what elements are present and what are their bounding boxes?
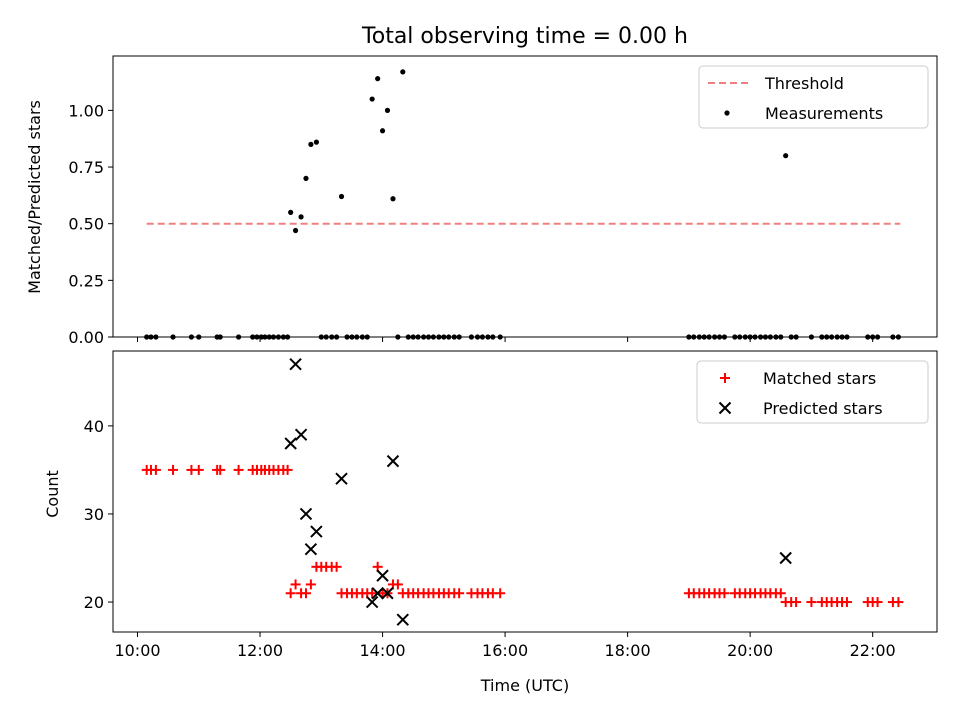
matched-star-point: [282, 464, 293, 475]
measurement-point: [390, 196, 396, 202]
x-tick-label: 18:00: [605, 641, 651, 660]
matched-star-point: [233, 464, 244, 475]
predicted-star-point: [386, 454, 400, 468]
x-axis-label: Time (UTC): [480, 676, 569, 695]
matched-star-point: [806, 597, 817, 608]
matched-star-point: [168, 464, 179, 475]
predicted-star-point: [396, 613, 409, 626]
predicted-star-point: [779, 551, 792, 565]
y-tick-label: 40: [84, 417, 104, 436]
matched-star-point: [775, 588, 786, 599]
matched-star-point: [300, 588, 311, 599]
measurement-point: [783, 153, 789, 159]
y-tick-label: 0.50: [68, 215, 104, 234]
matched-star-point: [193, 464, 204, 475]
legend-predicted-swatch: [718, 401, 732, 415]
axes-frame: [112, 350, 938, 633]
y-tick-label: 0.00: [68, 328, 104, 347]
legend-matched-swatch: [720, 373, 730, 383]
measurement-point: [375, 76, 381, 82]
y-tick-label: 30: [84, 505, 104, 524]
matched-star-point: [367, 588, 378, 599]
predicted-star-point: [289, 358, 302, 371]
matched-star-point: [331, 561, 342, 572]
matched-star-point: [719, 588, 730, 599]
x-tick-label: 14:00: [360, 641, 406, 660]
x-tick-label: 12:00: [237, 641, 283, 660]
x-tick-label: 16:00: [482, 641, 528, 660]
y-tick-label: 20: [84, 593, 104, 612]
predicted-star-point: [371, 587, 384, 600]
matched-star-point: [150, 464, 161, 475]
y-tick-label: 1.00: [68, 101, 104, 120]
predicted-star-point: [299, 507, 313, 521]
matched-star-point: [872, 597, 883, 608]
matched-star-point: [454, 588, 465, 599]
matched-star-point: [392, 579, 403, 590]
top-y-axis-label: Matched/Predicted stars: [25, 100, 44, 294]
measurement-point: [369, 96, 375, 102]
matched-star-point: [841, 597, 852, 608]
predicted-star-point: [310, 525, 323, 538]
matched-star-point: [285, 588, 296, 599]
legend-label: Predicted stars: [763, 399, 883, 418]
axes-frame: [112, 55, 938, 338]
legend-label: Measurements: [765, 104, 883, 123]
predicted-star-point: [376, 569, 389, 582]
y-tick-label: 0.75: [68, 158, 104, 177]
measurement-point: [313, 139, 319, 145]
measurement-point: [400, 69, 406, 75]
measurement-point: [303, 175, 309, 181]
predicted-star-point: [335, 472, 348, 485]
bottom-y-axis-label: Count: [43, 470, 62, 518]
measurement-point: [292, 227, 299, 234]
matched-star-point: [495, 588, 506, 599]
measurement-point: [298, 214, 304, 220]
legend-measurement-swatch: [724, 110, 730, 116]
legend-box: [698, 65, 929, 129]
measurement-point: [384, 107, 391, 113]
predicted-star-point: [381, 587, 394, 600]
bottom-panel: 10:00 12:00 14:00 16:00 18:00 20:00 22:00 20 30 4…: [84, 350, 938, 660]
x-tick-label: 20:00: [727, 641, 773, 660]
matched-star-point: [791, 597, 802, 608]
measurement-point: [338, 193, 345, 200]
legend-label: Threshold: [764, 74, 844, 93]
measurement-point: [379, 128, 386, 134]
matched-star-point: [215, 464, 226, 475]
predicted-star-point: [304, 542, 318, 556]
matched-star-point: [290, 579, 301, 590]
x-tick-label: 10:00: [114, 641, 160, 660]
measurement-point: [288, 209, 294, 215]
y-tick-label: 0.25: [68, 271, 104, 290]
measurement-point: [308, 141, 314, 147]
matched-star-point: [305, 579, 316, 590]
legend-label: Matched stars: [763, 369, 876, 388]
top-chart-title: Total observing time = 0.00 h: [361, 24, 688, 49]
legend-box: [696, 360, 929, 424]
predicted-star-point: [365, 595, 379, 609]
predicted-star-point: [284, 437, 297, 450]
top-panel: 0.00 0.25 0.50 0.75 1.00 Threshold Measurement…: [68, 55, 938, 347]
predicted-star-point: [294, 428, 308, 441]
x-tick-label: 22:00: [850, 641, 896, 660]
matched-star-point: [893, 597, 904, 608]
